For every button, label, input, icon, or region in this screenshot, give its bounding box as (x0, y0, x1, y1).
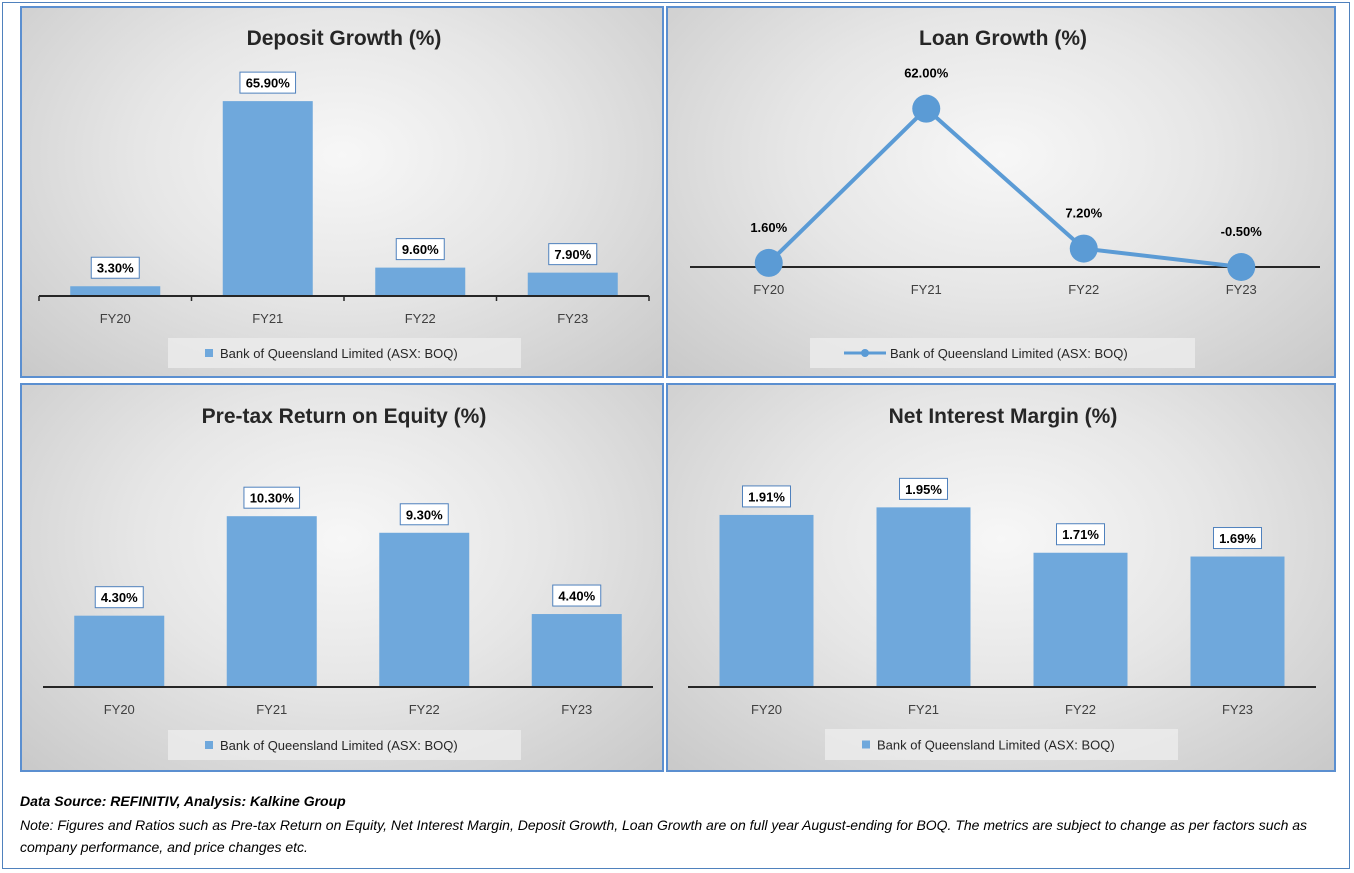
point-fy20 (754, 248, 783, 277)
data-label-fy23-box (552, 584, 602, 607)
bar-fy22 (379, 532, 470, 687)
point-fy23 (1227, 253, 1256, 281)
data-label-fy21: 10.30% (250, 491, 295, 506)
data-label-fy21-box (899, 477, 948, 500)
x-tick-label-fy23: FY23 (557, 311, 588, 326)
x-tick-label-fy20: FY20 (100, 311, 131, 326)
data-label-fy20: 1.91% (748, 489, 785, 504)
bar-fy20 (719, 514, 814, 687)
data-label-fy23-box (1213, 527, 1262, 550)
chart-title: Pre-tax Return on Equity (%) (202, 405, 487, 428)
note-text: Note: Figures and Ratios such as Pre-tax… (20, 817, 1308, 855)
point-fy21 (912, 94, 941, 123)
data-label-fy20: 1.60% (750, 220, 787, 235)
x-tick-label-fy22: FY22 (405, 311, 436, 326)
data-label-fy23-box (548, 243, 598, 266)
legend-swatch (205, 741, 213, 749)
bar-fy21 (876, 507, 971, 687)
data-label-fy20: 4.30% (101, 590, 138, 605)
bar-fy20 (74, 615, 165, 687)
bar-fy23 (531, 614, 622, 687)
x-tick-label-fy22: FY22 (409, 702, 440, 717)
data-label-fy22: 9.30% (406, 507, 443, 522)
footer: Data Source: REFINITIV, Analysis: Kalkin… (20, 793, 1340, 858)
legend-marker (861, 349, 869, 357)
data-label-fy22: 7.20% (1065, 206, 1102, 221)
x-tick-label-fy23: FY23 (1226, 282, 1257, 297)
data-label-fy20-box (90, 256, 140, 279)
data-label-fy20: 3.30% (97, 261, 134, 276)
legend-label: Bank of Queensland Limited (ASX: BOQ) (877, 738, 1115, 753)
bar-fy23 (1190, 556, 1285, 687)
x-tick-label-fy21: FY21 (908, 702, 939, 717)
net-interest-margin-svg: Net Interest Margin (%) FY20 FY21 FY22 FY23 1… (688, 405, 1316, 760)
net-interest-margin-chart: Net Interest Margin (%) FY20 FY21 FY22 FY23 1… (666, 383, 1336, 772)
data-label-fy21: 65.90% (246, 76, 291, 91)
series-line (767, 105, 1242, 269)
chart-title: Deposit Growth (%) (247, 27, 442, 50)
loan-growth-chart: Loan Growth (%) FY20 FY21 FY22 FY23 1.60% 62.0… (666, 6, 1336, 378)
x-tick-label-fy22: FY22 (1065, 702, 1096, 717)
legend-swatch (862, 740, 870, 749)
x-tick-label-fy23: FY23 (1222, 702, 1253, 717)
x-tick-label-fy20: FY20 (104, 702, 135, 717)
bar-fy21 (222, 101, 313, 296)
x-tick-label-fy21: FY21 (911, 282, 942, 297)
legend-box (168, 730, 521, 760)
x-tick-label-fy21: FY21 (256, 702, 287, 717)
x-tick-label-fy20: FY20 (751, 702, 782, 717)
x-tick-label-fy20: FY20 (753, 282, 784, 297)
data-label-fy21: 1.95% (905, 482, 942, 497)
data-label-fy22: 1.71% (1062, 527, 1099, 542)
data-label-fy22: 9.60% (402, 242, 439, 257)
data-label-fy23: -0.50% (1221, 224, 1263, 239)
bar-fy20 (70, 286, 161, 296)
bar-fy22 (375, 267, 466, 296)
legend-swatch (205, 349, 213, 357)
data-label-fy22-box (399, 503, 449, 526)
data-label-fy21: 62.00% (904, 66, 949, 81)
chart-title: Net Interest Margin (%) (889, 405, 1118, 428)
data-label-fy23: 4.40% (558, 589, 595, 604)
pretax-roe-chart: Pre-tax Return on Equity (%) FY20 FY21 FY22… (20, 383, 664, 772)
point-fy22 (1069, 234, 1098, 263)
data-label-fy20-box (742, 485, 791, 508)
data-label-fy22-box (395, 238, 445, 261)
x-tick-label-fy22: FY22 (1068, 282, 1099, 297)
bar-fy23 (527, 272, 618, 296)
legend-box (825, 729, 1178, 760)
loan-growth-svg: Loan Growth (%) FY20 FY21 FY22 FY23 1.60% 62.0… (690, 27, 1320, 368)
data-label-fy21-box (243, 486, 301, 509)
legend-label: Bank of Queensland Limited (ASX: BOQ) (220, 346, 458, 361)
pretax-roe-svg: Pre-tax Return on Equity (%) FY20 FY21 FY22… (43, 405, 653, 760)
data-source-text: Data Source: REFINITIV, Analysis: Kalkin… (20, 793, 346, 809)
legend-label: Bank of Queensland Limited (ASX: BOQ) (890, 346, 1128, 361)
bar-fy22 (1033, 552, 1128, 687)
bar-fy21 (226, 516, 317, 687)
data-label-fy20-box (94, 586, 144, 609)
x-tick-label-fy23: FY23 (561, 702, 592, 717)
chart-title: Loan Growth (%) (919, 27, 1087, 50)
data-label-fy21-box (239, 71, 297, 94)
x-tick-label-fy21: FY21 (252, 311, 283, 326)
legend-label: Bank of Queensland Limited (ASX: BOQ) (220, 738, 458, 753)
deposit-growth-chart: Deposit Growth (%) FY20 FY21 FY22 FY23 3.30% 6… (20, 6, 664, 378)
data-label-fy23: 1.69% (1219, 531, 1256, 546)
data-label-fy22-box (1056, 523, 1105, 546)
deposit-growth-svg: Deposit Growth (%) FY20 FY21 FY22 FY23 3.30% 6… (38, 27, 650, 368)
data-label-fy23: 7.90% (554, 247, 591, 262)
legend-box (168, 338, 521, 368)
